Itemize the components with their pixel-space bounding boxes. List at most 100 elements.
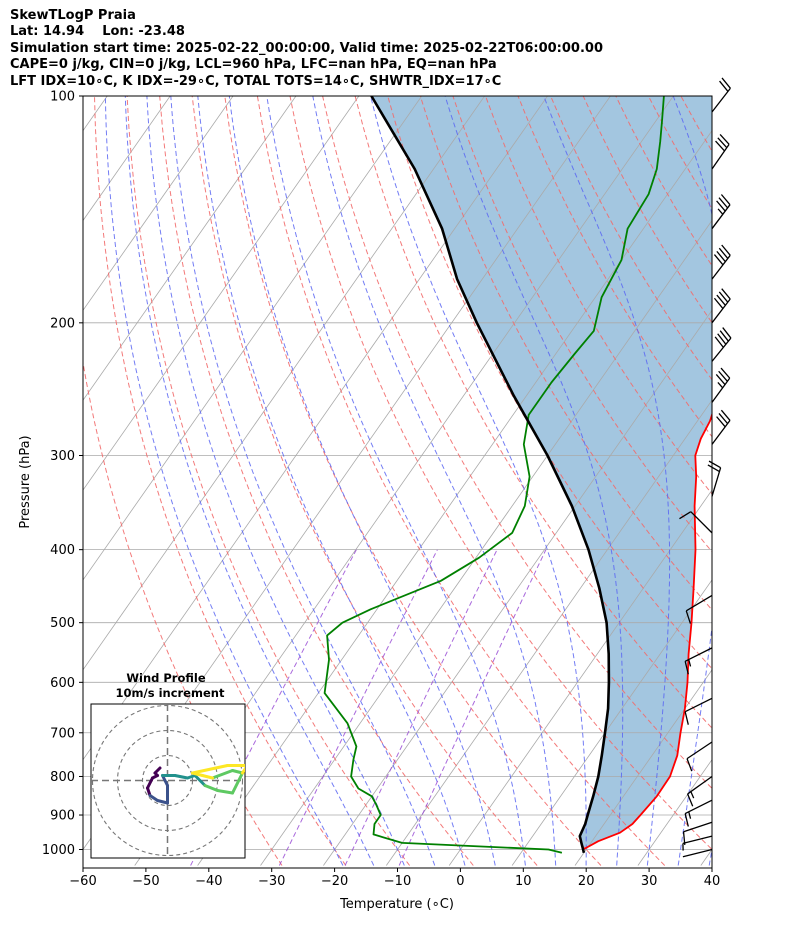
barb-flag (714, 336, 724, 348)
barb-flag (707, 464, 720, 473)
hodograph-segment (173, 774, 189, 780)
barb-flag (719, 134, 730, 145)
y-tick-label: 400 (50, 543, 75, 558)
x-tick-label: 40 (704, 874, 721, 889)
barb-staff (711, 467, 722, 497)
barb-flag (713, 254, 724, 266)
dry-adiabat-line (419, 96, 712, 611)
barb-flag (679, 511, 692, 520)
y-tick-label: 900 (50, 809, 75, 824)
barb-flag (713, 297, 724, 309)
hodograph-segment (216, 789, 234, 795)
isotherm-line (385, 399, 712, 866)
barb-half-flag (688, 811, 692, 819)
barb-flag (721, 77, 731, 89)
wind-barb (707, 460, 722, 497)
dry-adiabat-line (191, 96, 538, 866)
barb-staff (687, 775, 713, 795)
dry-adiabat-line (224, 96, 602, 866)
cape-cin-shading (371, 96, 712, 850)
cape-line: CAPE=0 j/kg, CIN=0 j/kg, LCL=960 hPa, LF… (10, 57, 497, 73)
barb-flag (715, 140, 726, 152)
barb-flag (716, 250, 726, 263)
hodograph-segment (211, 769, 234, 780)
barb-staff (711, 143, 730, 170)
y-tick-label: 700 (50, 726, 75, 741)
barb-flag (721, 288, 731, 300)
barb-flag (718, 412, 729, 425)
y-tick-label: 600 (50, 676, 75, 691)
barb-staff (684, 697, 713, 713)
parcel-line (370, 96, 611, 854)
barb-staff (711, 420, 731, 445)
x-tick-label: −60 (69, 874, 96, 889)
moist-adiabat-line (444, 96, 624, 866)
barb-flag (718, 370, 728, 382)
hodograph-segment (231, 769, 244, 775)
moist-adiabat-line (370, 96, 587, 866)
moist-adiabat-line (197, 96, 466, 866)
barb-staff (682, 835, 713, 845)
hodograph-segment (161, 774, 169, 787)
barb-staff (690, 511, 713, 534)
barb-flag (715, 374, 726, 386)
isotherm-line (323, 309, 712, 866)
barb-flag (716, 416, 726, 428)
moist-adiabat-line (228, 96, 496, 866)
dry-adiabat-line (746, 96, 794, 866)
hodograph-segment (191, 764, 229, 775)
isotherm-line (83, 96, 485, 671)
dry-adiabat-line (322, 96, 712, 790)
station-title: SkewTLogP Praia (10, 8, 136, 23)
isotherm-line (700, 848, 712, 866)
location-line: Lat: 14.94 Lon: -23.48 (10, 24, 185, 40)
y-tick-label: 100 (50, 90, 75, 105)
wind-barb (711, 244, 731, 280)
barb-half-flag (690, 791, 695, 799)
mixing-ratio-line (278, 549, 438, 866)
barb-flag (717, 333, 727, 345)
hodograph-segment (203, 784, 219, 792)
barb-staff (711, 298, 731, 324)
dry-adiabat-line (94, 96, 347, 866)
barb-staff (684, 799, 713, 815)
wind-barb (686, 775, 713, 807)
dry-adiabat-line (159, 96, 474, 866)
hodograph-plot (91, 704, 245, 858)
y-axis-title: Pressure (hPa) (18, 435, 33, 528)
isotherm-line (511, 579, 712, 866)
barb-flag (708, 460, 721, 469)
x-tick-label: 0 (456, 874, 464, 889)
x-tick-label: 10 (515, 874, 532, 889)
barb-flag (718, 197, 729, 209)
barb-staff (686, 741, 713, 760)
moist-adiabat-line (124, 96, 375, 866)
barb-flag (722, 327, 732, 339)
dry-adiabat-line (289, 96, 712, 851)
dry-adiabat-line (83, 359, 283, 866)
isotherm-line (197, 129, 712, 866)
wind-barb (711, 367, 731, 403)
hodograph-segment (148, 794, 159, 802)
isotherm-line (764, 96, 794, 865)
barb-flag (720, 194, 731, 206)
cape-cin-area (371, 96, 712, 850)
moist-adiabat-line (104, 96, 344, 866)
barb-flag (684, 711, 689, 725)
dry-adiabat-line (485, 96, 712, 495)
hodograph-segment (156, 799, 169, 805)
hodograph-segment (146, 776, 154, 790)
barb-flag (718, 291, 729, 303)
barb-flag (719, 330, 729, 342)
moist-adiabat-line (266, 96, 526, 866)
barb-flag (716, 294, 726, 306)
wind-barb (679, 511, 713, 534)
isotherm-line (574, 669, 712, 866)
hodograph-title: Wind Profile (126, 671, 206, 685)
x-tick-label: −50 (132, 874, 159, 889)
barb-flag (719, 80, 729, 92)
barb-half-flag (688, 659, 692, 667)
x-tick-label: −40 (195, 874, 222, 889)
barb-staff (711, 337, 732, 362)
